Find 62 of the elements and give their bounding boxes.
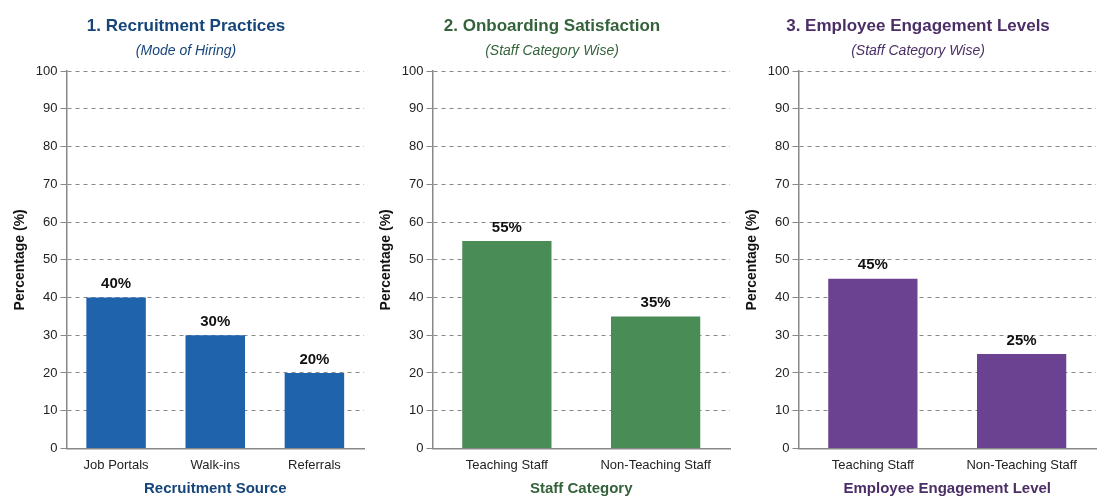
chart-subtitle: (Staff Category Wise): [851, 41, 985, 58]
x-tick-label: Non-Teaching Staff: [966, 456, 1078, 472]
data-label: 25%: [1006, 330, 1037, 348]
y-tick-label: 0: [50, 439, 58, 455]
y-tick-label: 50: [43, 251, 58, 267]
y-tick-label: 60: [775, 213, 790, 229]
y-tick-label: 20: [43, 364, 58, 380]
y-tick-label: 40: [775, 289, 790, 305]
data-label: 20%: [299, 349, 330, 367]
y-axis-title: Percentage (%): [377, 209, 394, 311]
y-tick-label: 80: [775, 138, 790, 154]
y-tick-label: 100: [35, 62, 58, 78]
y-tick-label: 30: [409, 326, 424, 342]
x-axis-title: Recruitment Source: [143, 479, 287, 497]
data-label: 40%: [101, 274, 132, 292]
y-tick-label: 70: [43, 175, 58, 191]
bar: [185, 335, 245, 448]
y-tick-label: 90: [43, 100, 58, 116]
data-label: 35%: [640, 293, 671, 311]
x-tick-label: Referrals: [288, 456, 342, 472]
chart-title: 3. Employee Engagement Levels: [786, 15, 1050, 35]
data-label: 45%: [857, 255, 888, 273]
data-label: 55%: [491, 217, 522, 235]
y-tick-label: 70: [409, 175, 424, 191]
chart-title: 2. Onboarding Satisfaction: [443, 15, 661, 35]
y-tick-label: 30: [43, 326, 58, 342]
y-tick-label: 90: [409, 100, 424, 116]
y-tick-label: 80: [409, 138, 424, 154]
data-label: 30%: [200, 311, 231, 329]
bar: [284, 372, 345, 448]
y-tick-label: 50: [775, 251, 790, 267]
y-tick-label: 30: [775, 326, 790, 342]
y-tick-label: 20: [775, 364, 790, 380]
x-tick-label: Teaching Staff: [831, 456, 915, 472]
chart-subtitle: (Staff Category Wise): [485, 41, 619, 58]
y-tick-label: 100: [401, 62, 424, 78]
y-axis-title: Percentage (%): [11, 209, 28, 311]
x-tick-label: Teaching Staff: [465, 456, 549, 472]
chart-subtitle: (Mode of Hiring): [135, 41, 237, 58]
y-tick-label: 20: [409, 364, 424, 380]
y-tick-label: 60: [409, 213, 424, 229]
y-tick-label: 70: [775, 175, 790, 191]
x-tick-label: Non-Teaching Staff: [600, 456, 712, 472]
x-tick-label: Job Portals: [83, 456, 150, 472]
y-tick-label: 100: [767, 62, 790, 78]
y-axis-title: Percentage (%): [743, 209, 760, 311]
x-axis-title: Staff Category: [529, 479, 634, 497]
y-tick-label: 40: [409, 289, 424, 305]
bar: [86, 297, 146, 448]
x-axis-title: Employee Engagement Level: [843, 479, 1052, 497]
y-tick-label: 10: [775, 402, 790, 418]
y-tick-label: 40: [43, 289, 58, 305]
y-tick-label: 10: [409, 402, 424, 418]
y-tick-label: 60: [43, 213, 58, 229]
y-tick-label: 80: [43, 138, 58, 154]
y-tick-label: 0: [416, 439, 424, 455]
x-tick-label: Walk-ins: [190, 456, 241, 472]
chart-title: 1. Recruitment Practices: [86, 15, 286, 35]
y-tick-label: 90: [775, 100, 790, 116]
y-tick-label: 10: [43, 402, 58, 418]
y-tick-label: 0: [782, 439, 790, 455]
y-tick-label: 50: [409, 251, 424, 267]
